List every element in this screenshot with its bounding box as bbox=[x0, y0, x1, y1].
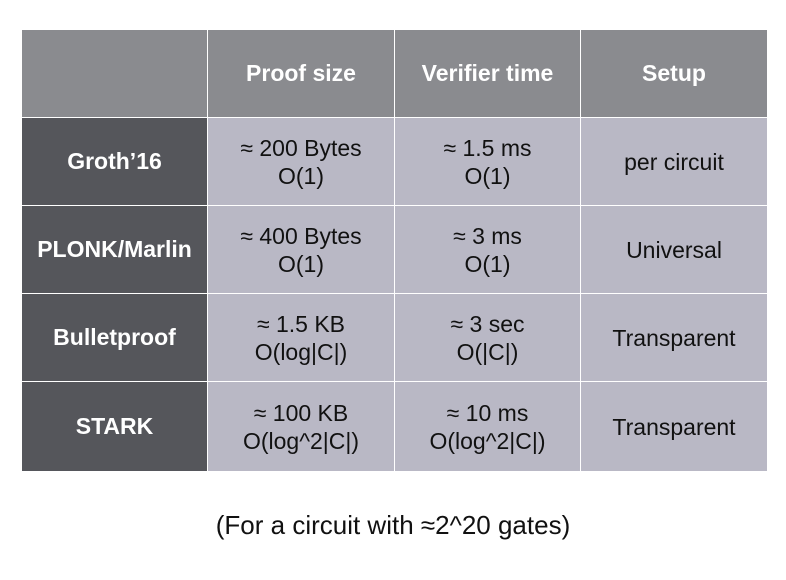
cell-proof-size: ≈ 1.5 KB O(log|C|) bbox=[208, 294, 395, 382]
cell-line: ≈ 100 KB bbox=[253, 399, 349, 426]
cell-line: ≈ 200 Bytes bbox=[240, 134, 362, 161]
cell-line: O(log|C|) bbox=[254, 338, 348, 365]
cell-line: Transparent bbox=[612, 324, 736, 351]
cell-setup: Transparent bbox=[581, 382, 767, 471]
cell-line: Transparent bbox=[612, 413, 736, 440]
table-caption: (For a circuit with ≈2^20 gates) bbox=[215, 510, 571, 540]
cell-verifier-time: ≈ 3 sec O(|C|) bbox=[395, 294, 581, 382]
cell-proof-size: ≈ 100 KB O(log^2|C|) bbox=[208, 382, 395, 471]
cell-line: ≈ 3 sec bbox=[450, 310, 525, 337]
cell-line: per circuit bbox=[624, 148, 724, 175]
cell-line: O(1) bbox=[278, 162, 324, 189]
cell-proof-size: ≈ 200 Bytes O(1) bbox=[208, 118, 395, 206]
cell-line: O(1) bbox=[278, 250, 324, 277]
row-header-stark: STARK bbox=[22, 382, 208, 471]
cell-line: ≈ 10 ms bbox=[446, 399, 529, 426]
row-header-bulletproof: Bulletproof bbox=[22, 294, 208, 382]
cell-line: O(1) bbox=[464, 250, 511, 277]
cell-proof-size: ≈ 400 Bytes O(1) bbox=[208, 206, 395, 294]
column-header-proof-size: Proof size bbox=[208, 30, 395, 118]
cell-verifier-time: ≈ 3 ms O(1) bbox=[395, 206, 581, 294]
cell-verifier-time: ≈ 10 ms O(log^2|C|) bbox=[395, 382, 581, 471]
cell-setup: Transparent bbox=[581, 294, 767, 382]
cell-line: O(|C|) bbox=[456, 338, 519, 365]
cell-line: Universal bbox=[626, 236, 722, 263]
cell-line: ≈ 1.5 ms bbox=[443, 134, 532, 161]
row-header-plonk-marlin: PLONK/Marlin bbox=[22, 206, 208, 294]
cell-line: O(1) bbox=[464, 162, 511, 189]
cell-line: O(log^2|C|) bbox=[242, 427, 360, 454]
cell-setup: per circuit bbox=[581, 118, 767, 206]
cell-verifier-time: ≈ 1.5 ms O(1) bbox=[395, 118, 581, 206]
cell-line: ≈ 1.5 KB bbox=[256, 310, 346, 337]
column-header-setup: Setup bbox=[581, 30, 767, 118]
cell-setup: Universal bbox=[581, 206, 767, 294]
column-header-verifier-time: Verifier time bbox=[395, 30, 581, 118]
cell-line: O(log^2|C|) bbox=[429, 427, 546, 454]
cell-line: ≈ 3 ms bbox=[453, 222, 522, 249]
table-corner-cell bbox=[22, 30, 208, 118]
cell-line: ≈ 400 Bytes bbox=[240, 222, 362, 249]
row-header-groth16: Groth’16 bbox=[22, 118, 208, 206]
comparison-table: Proof size Verifier time Setup Groth’16 … bbox=[22, 30, 767, 471]
